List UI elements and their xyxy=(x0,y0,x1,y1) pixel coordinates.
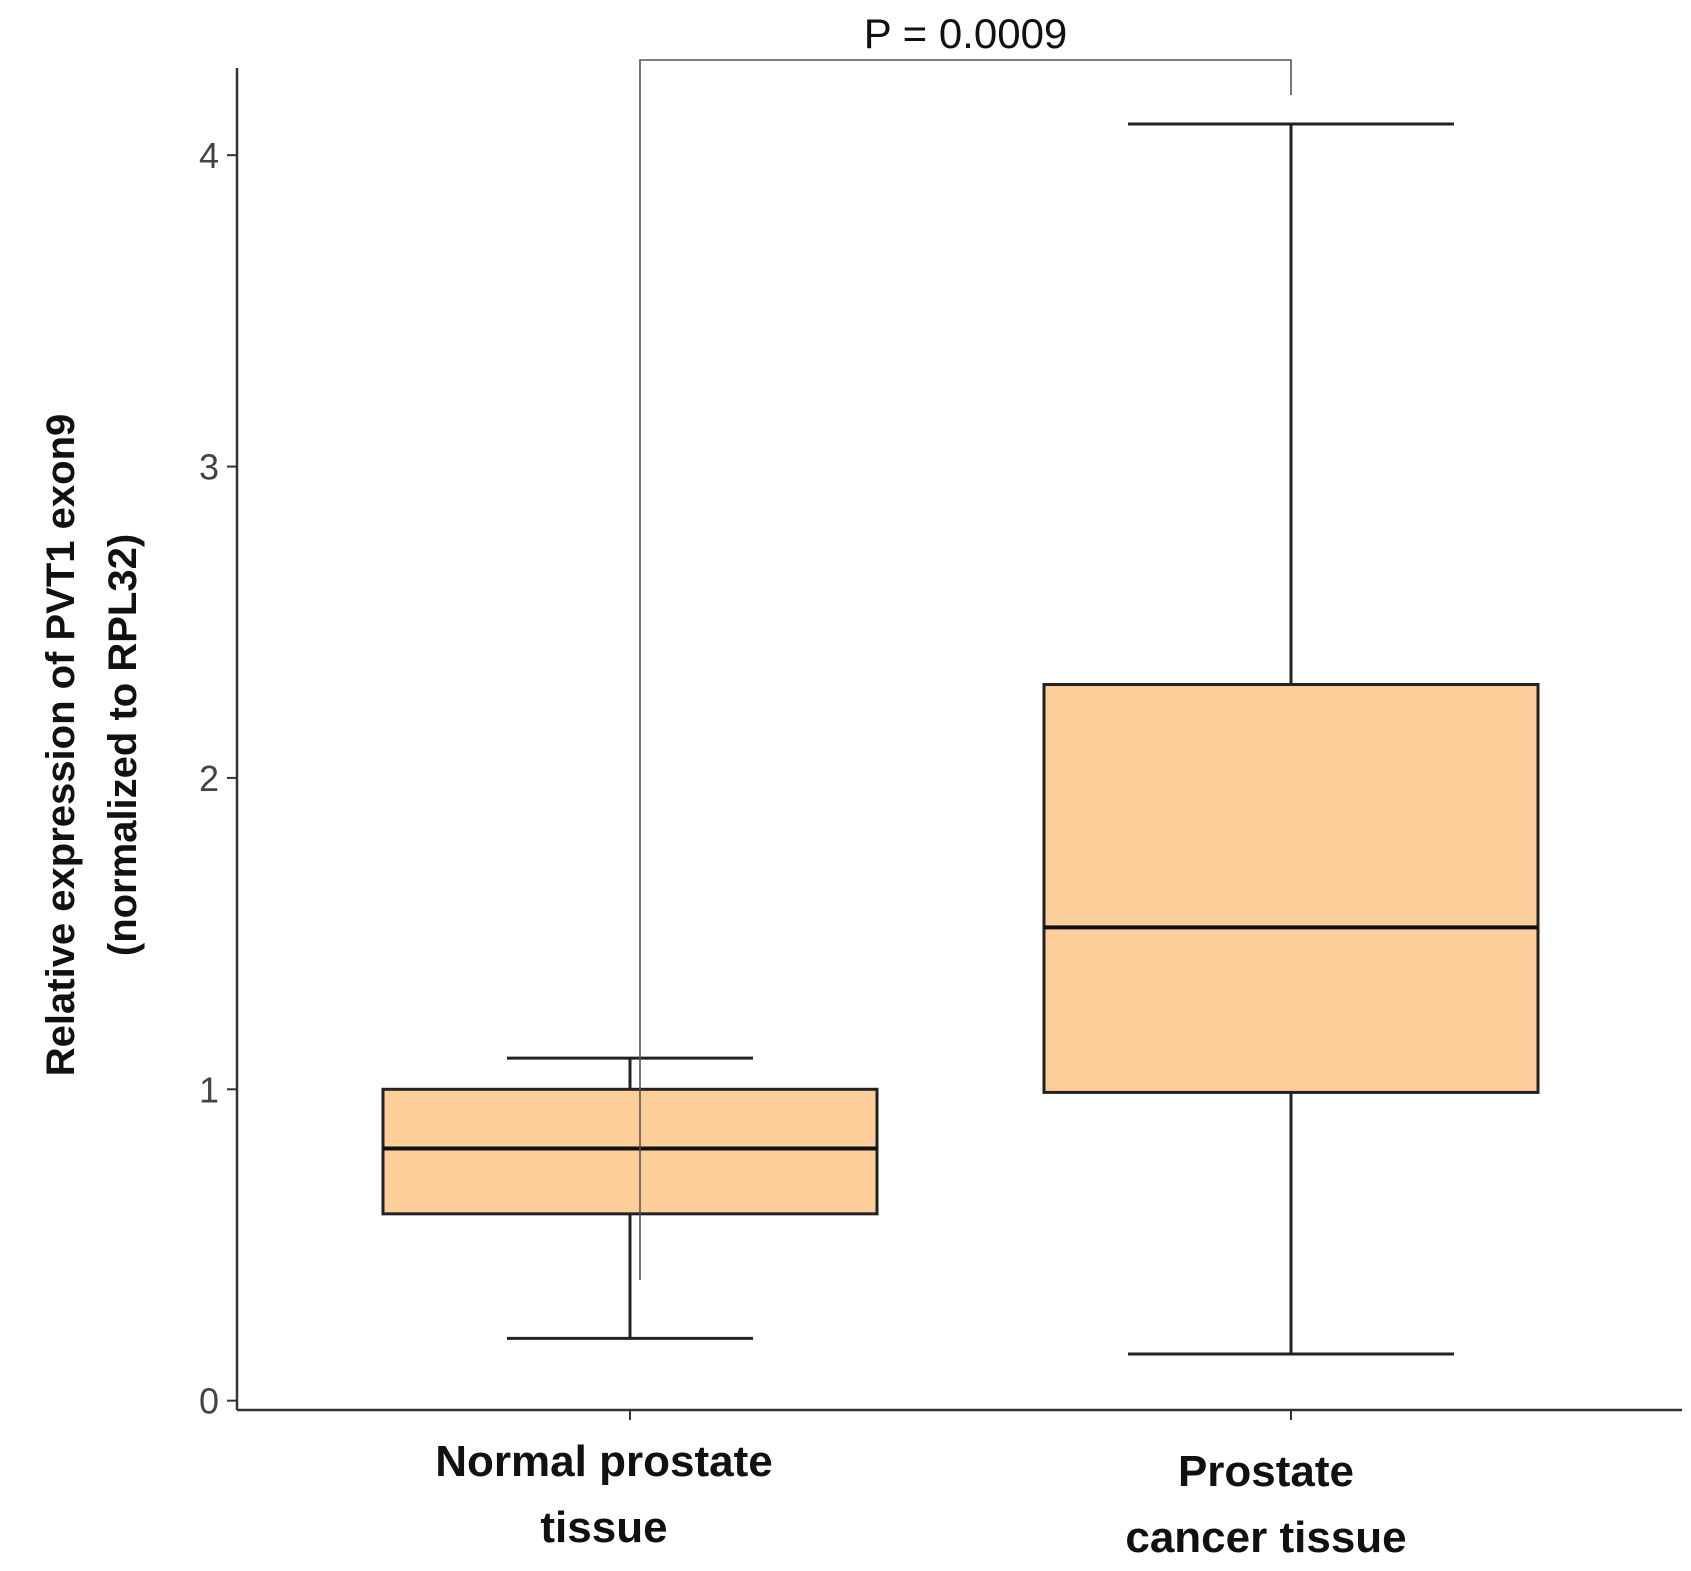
box-2 xyxy=(1042,122,1540,1356)
y-axis: 0 1 2 3 4 xyxy=(199,68,239,1422)
x-category-label: Prostate cancer tissue xyxy=(1125,1447,1406,1562)
x-axis xyxy=(237,1408,1682,1420)
p-value-label: P = 0.0009 xyxy=(864,10,1068,57)
iqr-box xyxy=(381,1087,879,1216)
significance-bracket xyxy=(639,59,1292,1280)
axis-labels: Normal prostate tissue Prostate cancer tiss… xyxy=(39,414,1407,1562)
iqr-box xyxy=(1042,683,1540,1094)
x-category-label-line: cancer tissue xyxy=(1125,1513,1406,1562)
y-axis-title-line: Relative expression of PVT1 exon9 xyxy=(39,414,83,1076)
y-tick-label: 1 xyxy=(199,1069,219,1110)
x-category-label-line: Normal prostate xyxy=(435,1437,772,1486)
x-category-label: Normal prostate tissue xyxy=(435,1437,772,1552)
x-category-label-line: Prostate xyxy=(1178,1447,1354,1496)
x-category-label-line: tissue xyxy=(540,1503,667,1552)
boxes xyxy=(381,122,1540,1356)
y-axis-title-line: (normalized to RPL32) xyxy=(101,534,145,956)
y-tick-label: 3 xyxy=(199,447,219,488)
y-tick-label: 2 xyxy=(199,758,219,799)
y-tick-label: 4 xyxy=(199,135,219,176)
y-axis-title: Relative expression of PVT1 exon9 (normal… xyxy=(39,414,145,1076)
significance-annotation: P = 0.0009 xyxy=(639,10,1292,1280)
y-tick-label: 0 xyxy=(199,1381,219,1422)
box-1 xyxy=(381,1056,879,1340)
